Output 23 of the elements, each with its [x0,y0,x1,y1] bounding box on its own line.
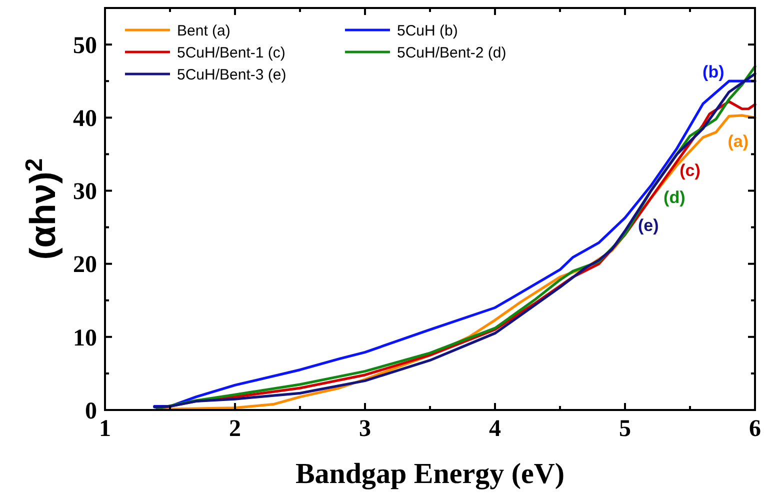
x-axis-title: Bandgap Energy (eV) [295,458,565,490]
annotation: (d) [664,188,686,208]
y-tick-label: 50 [73,32,97,59]
y-tick-label: 40 [73,106,97,132]
y-tick-label: 10 [73,325,97,352]
x-tick-label: 2 [229,416,241,442]
legend-label: 5CuH (b) [397,22,458,40]
x-tick-label: 4 [489,416,501,442]
legend-label: 5CuH/Bent-3 (e) [177,66,286,84]
legend-label: Bent (a) [177,22,230,40]
x-tick-label: 5 [619,416,631,442]
y-tick-label: 20 [73,252,97,278]
x-tick-label: 1 [99,416,111,442]
y-tick-label: 30 [73,179,97,206]
legend-label: 5CuH/Bent-1 (c) [177,44,286,62]
annotation: (c) [680,161,700,180]
annotation: (a) [728,132,748,151]
x-tick-label: 6 [749,416,761,442]
annotation: (b) [702,62,724,82]
y-tick-label: 0 [85,398,97,424]
legend-label: 5CuH/Bent-2 (d) [397,44,506,62]
x-tick-label: 3 [359,416,371,442]
annotation: (e) [638,216,659,235]
